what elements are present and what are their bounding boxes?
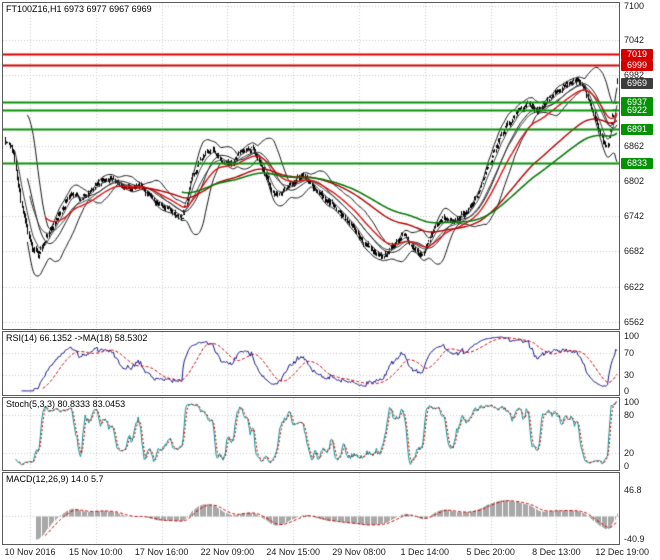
time-tick-label: 15 Nov 10:00 <box>69 547 123 557</box>
support-price-badge: 6922 <box>621 105 653 117</box>
macd-panel: MACD(12,26,9) 14.0 5.7 <box>2 472 620 545</box>
macd-label: MACD(12,26,9) 14.0 5.7 <box>6 474 104 484</box>
price-tick-label: 6982 <box>624 70 645 81</box>
time-tick-label: 29 Nov 08:00 <box>332 547 386 557</box>
rsi-axis[interactable]: 100 70 30 0 <box>621 331 659 396</box>
price-tick-label: 7042 <box>624 35 645 45</box>
price-tick-label: 6622 <box>624 281 645 292</box>
rsi-tick-label: 100 <box>624 331 640 341</box>
time-tick-label: 17 Nov 16:00 <box>134 547 189 557</box>
main-chart-panel: FT100Z16,H1 6973 6977 6967 6969 <box>2 2 620 330</box>
stochastic-tick-label: 0 <box>624 461 630 471</box>
support-price-badge: 6833 <box>621 157 653 169</box>
rsi-label: RSI(14) 66.1352 ->MA(18) 58.5302 <box>6 333 148 343</box>
stochastic-canvas[interactable] <box>3 398 619 470</box>
price-axis[interactable]: 7100 7042 6982 6922 6862 6802 6742 6682 6622 6562… <box>621 0 659 330</box>
stochastic-panel: Stoch(5,3,3) 80.8333 83.0453 <box>2 397 620 471</box>
rsi-tick-label: 70 <box>624 347 635 358</box>
rsi-panel: RSI(14) 66.1352 ->MA(18) 58.5302 <box>2 331 620 396</box>
support-price-badge: 6937 <box>621 96 653 108</box>
macd-axis[interactable]: 46.8 -40.9 <box>621 472 659 545</box>
stochastic-tick-label: 20 <box>624 448 635 459</box>
support-price-badge: 6891 <box>621 123 653 135</box>
macd-tick-label: 46.8 <box>624 485 642 496</box>
macd-tick-label: -40.9 <box>624 533 645 544</box>
time-tick-label: 24 Nov 15:00 <box>266 547 320 557</box>
time-tick-label: 22 Nov 09:00 <box>200 547 255 557</box>
rsi-tick-label: 30 <box>624 369 635 380</box>
chart-title: FT100Z16,H1 6973 6977 6967 6969 <box>6 4 152 14</box>
time-tick-label: 12 Dec 19:00 <box>595 547 649 557</box>
current-price-badge: 6969 <box>621 77 653 89</box>
rsi-tick-label: 0 <box>624 386 630 396</box>
main-chart-canvas[interactable] <box>3 3 619 329</box>
resistance-price-badge: 7019 <box>621 48 653 60</box>
stochastic-tick-label: 80 <box>624 409 635 420</box>
price-tick-label: 6682 <box>624 246 645 257</box>
stochastic-label: Stoch(5,3,3) 80.8333 83.0453 <box>6 399 126 409</box>
price-tick-label: 6802 <box>624 175 645 186</box>
time-tick-label: 8 Dec 13:00 <box>532 547 581 557</box>
price-tick-label: 6862 <box>624 140 645 151</box>
stochastic-tick-label: 100 <box>624 397 640 407</box>
macd-canvas[interactable] <box>3 473 619 544</box>
rsi-canvas[interactable] <box>3 332 619 395</box>
time-tick-label: 1 Dec 14:00 <box>400 547 450 557</box>
stochastic-axis[interactable]: 100 80 20 0 <box>621 397 659 471</box>
time-tick-label: 10 Nov 2016 <box>4 547 56 557</box>
time-tick-label: 5 Dec 20:00 <box>466 547 515 557</box>
resistance-price-badge: 6999 <box>621 60 653 72</box>
time-axis[interactable]: 10 Nov 2016 15 Nov 10:00 17 Nov 16:00 22 No… <box>0 546 660 560</box>
price-tick-label: 6742 <box>624 211 645 222</box>
price-tick-label: 6562 <box>624 316 645 327</box>
price-tick-label: 7100 <box>624 0 645 11</box>
